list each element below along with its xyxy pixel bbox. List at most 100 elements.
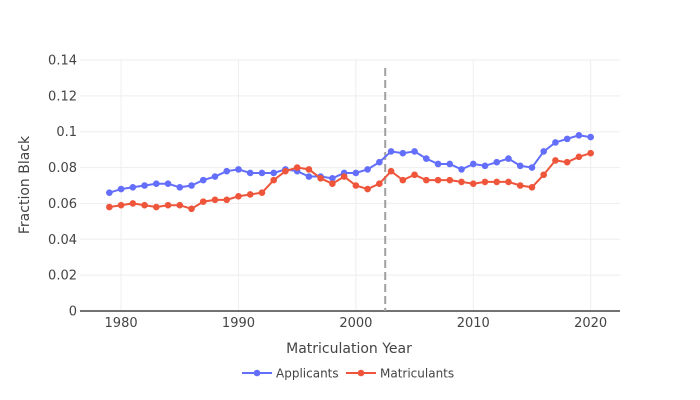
legend-marker [357, 369, 365, 377]
data-point-applicants [505, 155, 512, 162]
data-point-applicants [106, 189, 113, 196]
data-point-matriculants [176, 201, 184, 209]
y-tick-label: 0.06 [48, 197, 77, 212]
data-point-applicants [493, 158, 501, 166]
data-point-applicants [446, 160, 454, 168]
data-point-applicants [352, 169, 360, 177]
data-point-applicants [516, 162, 524, 170]
data-point-matriculants [317, 175, 324, 182]
data-point-matriculants [211, 196, 219, 204]
data-point-matriculants [282, 167, 289, 175]
x-tick-label: 2000 [339, 316, 372, 331]
data-point-matriculants [423, 176, 430, 184]
data-point-matriculants [528, 183, 536, 191]
data-point-applicants [481, 162, 489, 170]
data-point-matriculants [540, 171, 547, 179]
data-point-matriculants [117, 201, 125, 209]
data-point-applicants [176, 183, 184, 191]
y-tick-label: 0.1 [56, 125, 77, 140]
data-point-applicants [199, 176, 207, 184]
data-point-applicants [235, 166, 242, 173]
data-point-applicants [411, 148, 418, 155]
data-point-applicants [387, 148, 395, 155]
data-point-matriculants [563, 158, 571, 166]
data-point-matriculants [516, 182, 524, 189]
x-axis-title: Matriculation Year [286, 341, 412, 357]
data-point-applicants [469, 160, 477, 168]
data-point-applicants [258, 169, 266, 177]
y-tick-label: 0.02 [48, 269, 77, 284]
x-tick-label: 1980 [105, 316, 138, 331]
y-tick-label: 0.14 [48, 54, 77, 69]
data-point-applicants [434, 160, 442, 168]
data-point-matriculants [364, 185, 371, 193]
data-point-applicants [528, 164, 536, 171]
data-point-applicants [329, 175, 336, 182]
data-point-matriculants [270, 176, 277, 184]
data-point-applicants [423, 155, 430, 162]
data-point-matriculants [552, 157, 559, 164]
data-point-applicants [270, 169, 277, 177]
data-point-matriculants [352, 182, 360, 189]
y-axis-title: Fraction Black [17, 135, 33, 234]
x-axis-ticks: 1980 1990 2000 2010 2020 [105, 316, 608, 331]
data-point-applicants [117, 185, 125, 193]
legend-item-matriculants: Matriculants [346, 367, 454, 381]
data-point-applicants [376, 158, 383, 166]
grid [80, 59, 620, 312]
data-point-matriculants [246, 191, 254, 198]
data-point-matriculants [153, 203, 160, 211]
data-point-applicants [129, 183, 137, 191]
series-matriculants [106, 149, 594, 213]
data-point-matriculants [235, 192, 242, 200]
data-point-matriculants [340, 173, 348, 180]
data-point-matriculants [446, 176, 454, 184]
data-point-applicants [223, 167, 231, 175]
data-point-applicants [211, 173, 219, 180]
data-point-matriculants [188, 205, 195, 213]
data-point-matriculants [223, 196, 231, 204]
data-point-matriculants [305, 166, 313, 173]
data-point-matriculants [141, 201, 148, 209]
legend: Applicants Matriculants [242, 367, 454, 381]
data-point-applicants [141, 182, 148, 189]
series-applicants [106, 132, 594, 196]
data-point-matriculants [329, 180, 336, 188]
data-point-matriculants [106, 203, 113, 211]
data-point-matriculants [587, 149, 594, 157]
data-point-matriculants [434, 176, 442, 184]
data-point-applicants [188, 182, 195, 189]
data-point-matriculants [399, 176, 407, 184]
data-point-matriculants [293, 164, 301, 171]
data-point-applicants [587, 133, 594, 141]
legend-label: Matriculants [380, 367, 454, 381]
data-point-matriculants [129, 200, 137, 207]
data-point-applicants [399, 149, 407, 157]
data-point-matriculants [469, 180, 477, 188]
series-layer [106, 132, 594, 213]
x-tick-label: 2020 [574, 316, 607, 331]
data-point-applicants [563, 135, 571, 143]
data-point-applicants [153, 180, 160, 188]
data-point-matriculants [387, 167, 395, 175]
y-tick-label: 0.08 [48, 161, 77, 176]
data-point-matriculants [258, 189, 266, 196]
y-axis-ticks: 0 0.02 0.04 0.06 0.08 0.1 0.12 0.14 [48, 54, 77, 320]
data-point-applicants [540, 148, 547, 155]
data-point-matriculants [199, 198, 207, 205]
legend-marker [253, 369, 261, 377]
data-point-applicants [305, 173, 313, 180]
data-point-applicants [164, 180, 172, 188]
data-point-matriculants [164, 201, 172, 209]
data-point-applicants [575, 132, 583, 139]
data-point-matriculants [411, 171, 418, 179]
x-tick-label: 2010 [457, 316, 490, 331]
data-point-matriculants [575, 153, 583, 161]
y-tick-label: 0.04 [48, 233, 77, 248]
series-line-matriculants [109, 152, 591, 210]
data-point-matriculants [481, 178, 489, 186]
data-point-matriculants [505, 178, 512, 186]
data-point-matriculants [493, 178, 501, 186]
legend-item-applicants: Applicants [242, 367, 339, 381]
